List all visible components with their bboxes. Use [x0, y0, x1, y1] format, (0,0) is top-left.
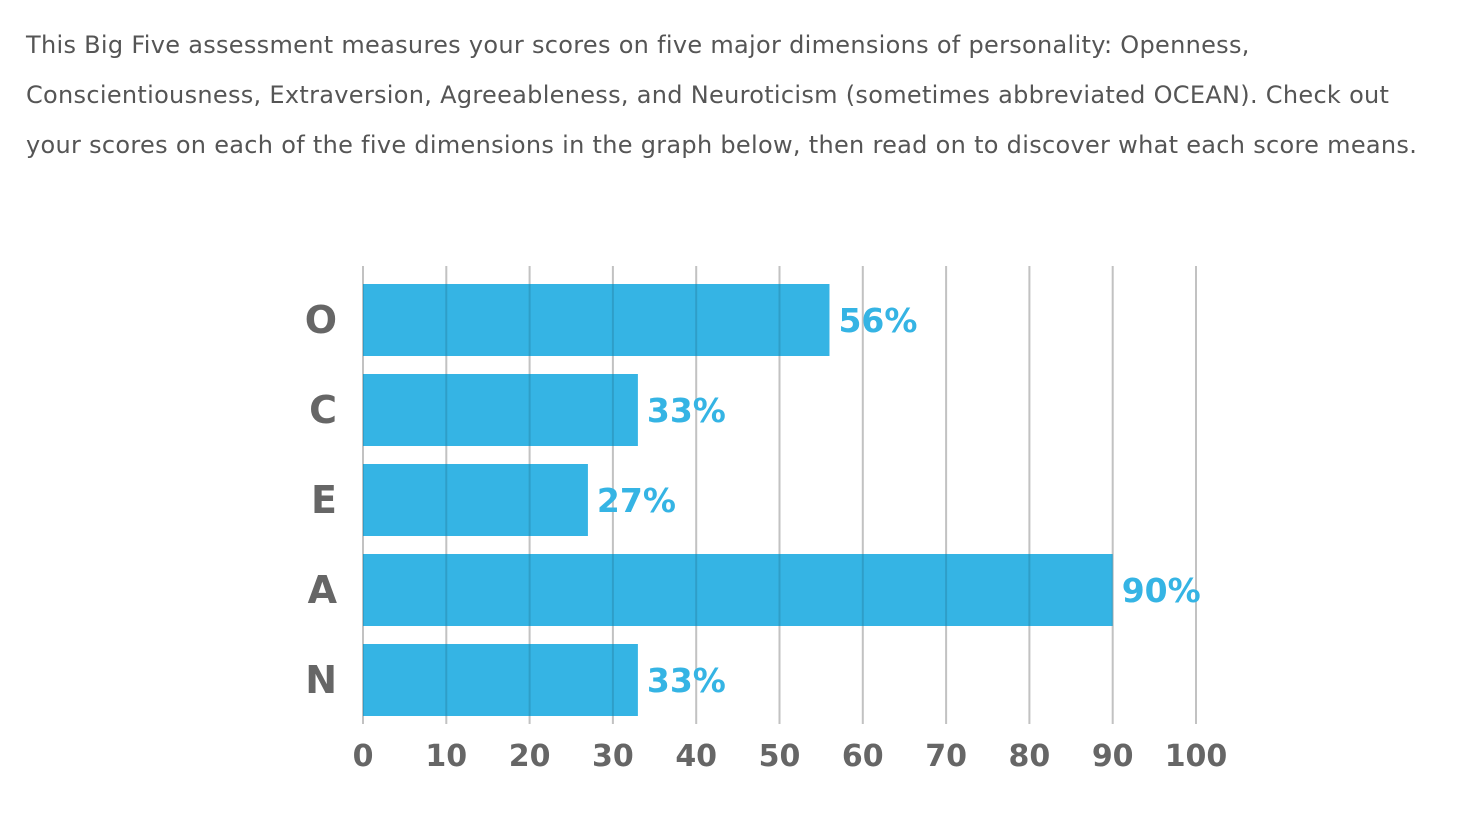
x-tick-label: 50 [759, 739, 801, 774]
x-tick-label: 20 [509, 739, 551, 774]
x-tick-label: 70 [925, 739, 967, 774]
x-tick-label: 0 [353, 739, 374, 774]
category-label-A: A [308, 568, 338, 612]
intro-paragraph: This Big Five assessment measures your s… [26, 31, 1418, 159]
bar-N [363, 644, 638, 716]
x-tick-label: 40 [675, 739, 717, 774]
x-tick-label: 30 [592, 739, 634, 774]
x-tick-label: 60 [842, 739, 884, 774]
x-tick-label: 100 [1165, 739, 1228, 774]
data-label-A: 90% [1122, 571, 1201, 610]
bars [363, 284, 1113, 716]
category-labels: O C E A N [305, 298, 338, 702]
x-tick-label: 10 [425, 739, 467, 774]
category-label-N: N [305, 658, 337, 702]
x-tick-label: 90 [1092, 739, 1134, 774]
data-label-O: 56% [838, 301, 917, 340]
gridline-overlay [362, 266, 1197, 724]
data-label-E: 27% [597, 481, 676, 520]
data-label-C: 33% [647, 391, 726, 430]
x-tick-label: 80 [1009, 739, 1051, 774]
bar-O [363, 284, 830, 356]
bar-E [363, 464, 588, 536]
bar-A [363, 554, 1113, 626]
x-tick-labels: 0 10 20 30 40 50 60 70 80 90 100 [353, 739, 1228, 774]
category-label-C: C [309, 388, 337, 432]
bar-C [363, 374, 638, 446]
category-label-O: O [305, 298, 337, 342]
data-labels: 56% 33% 27% 90% 33% [597, 301, 1201, 700]
category-label-E: E [311, 478, 337, 522]
data-label-N: 33% [647, 661, 726, 700]
